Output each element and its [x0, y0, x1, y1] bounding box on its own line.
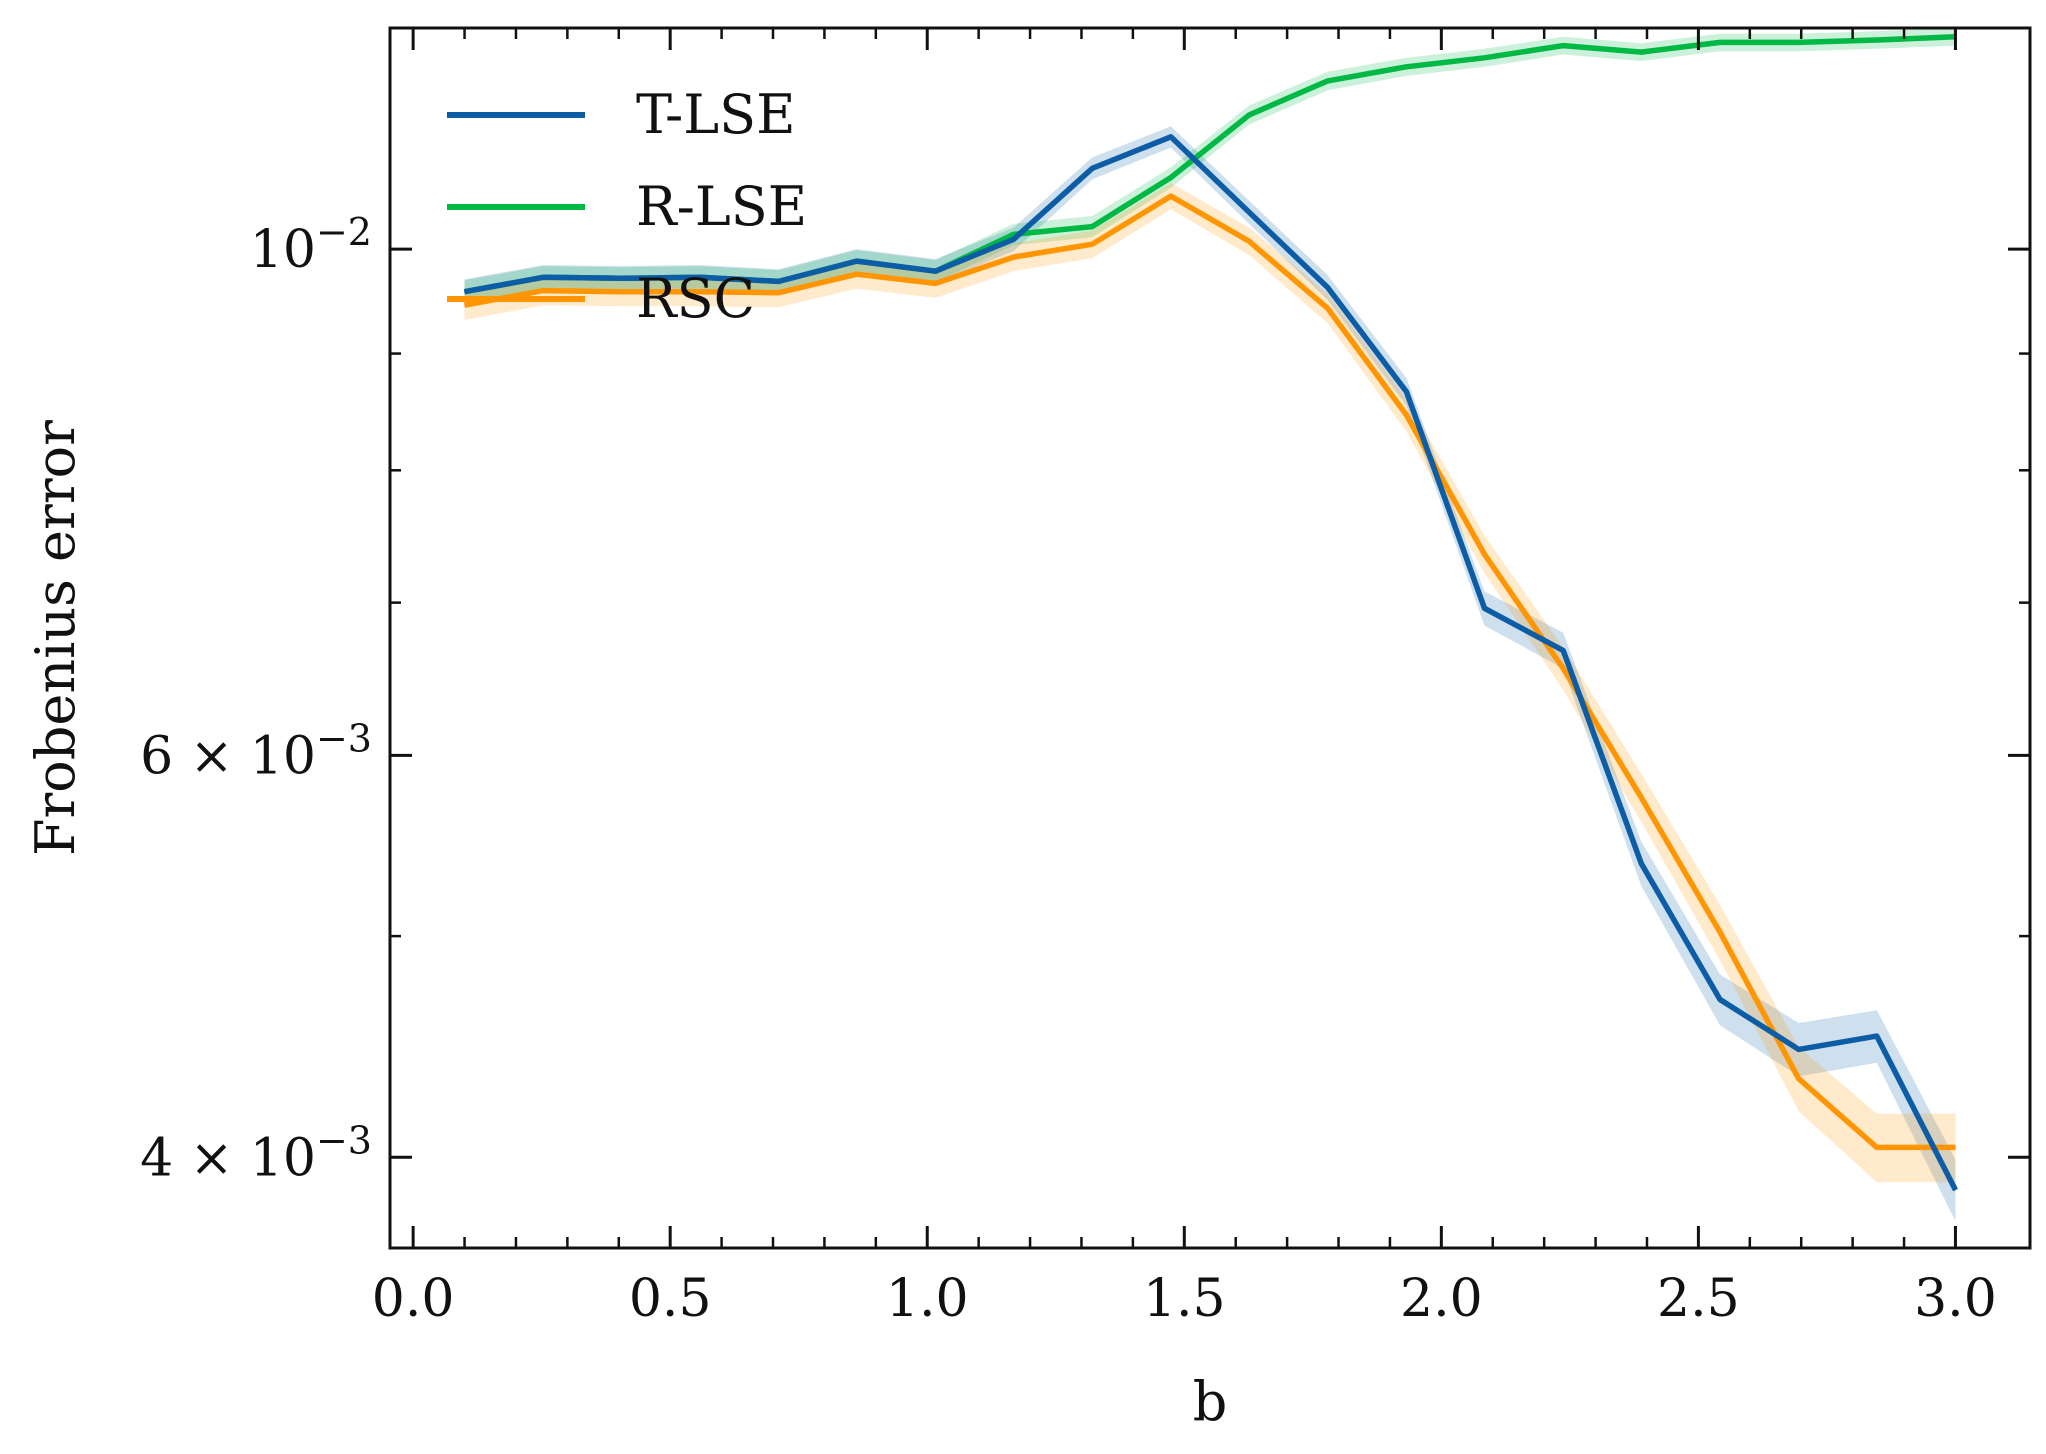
legend-item-rsc: RSC — [447, 267, 755, 330]
x-tick-label: 3.0 — [1914, 1269, 1997, 1329]
point-t-lse — [1876, 1035, 1878, 1037]
point-rsc — [1170, 195, 1172, 197]
x-tick-label: 2.5 — [1657, 1269, 1740, 1329]
y-tick-label: 6 × 10−3 — [140, 716, 372, 786]
point-r-lse — [1170, 177, 1172, 178]
point-t-lse — [935, 270, 936, 272]
point-t-lse — [1484, 607, 1485, 609]
point-rsc — [1719, 931, 1721, 933]
point-rsc — [1405, 414, 1407, 416]
point-t-lse — [1798, 1048, 1800, 1050]
point-rsc — [1484, 553, 1485, 555]
point-r-lse — [1798, 41, 1800, 43]
point-rsc — [1955, 1146, 1956, 1148]
point-r-lse — [1091, 226, 1093, 228]
legend: T-LSE R-LSE RSC — [447, 83, 807, 330]
y-tick-label: 10−2 — [250, 210, 372, 280]
point-t-lse — [1562, 650, 1564, 651]
point-t-lse — [778, 280, 780, 282]
legend-label: R-LSE — [636, 175, 807, 238]
point-r-lse — [1640, 51, 1642, 53]
legend-item-r-lse: R-LSE — [447, 175, 807, 238]
x-tick-label: 0.5 — [629, 1269, 712, 1329]
x-tick-label: 0.0 — [372, 1269, 455, 1329]
point-rsc — [1091, 243, 1093, 245]
point-rsc — [620, 291, 622, 293]
point-r-lse — [1876, 39, 1878, 41]
point-t-lse — [1405, 391, 1407, 393]
point-t-lse — [620, 277, 622, 279]
x-tick-label: 2.0 — [1400, 1269, 1483, 1329]
point-t-lse — [1091, 167, 1093, 169]
line-t-lse — [464, 134, 1958, 1192]
plot-frame — [388, 26, 2032, 1250]
point-r-lse — [1327, 80, 1329, 82]
point-t-lse — [1955, 1189, 1956, 1191]
point-rsc — [699, 291, 701, 293]
point-t-lse — [464, 291, 465, 293]
point-rsc — [1876, 1146, 1878, 1148]
line-rsc — [463, 193, 1956, 1151]
point-t-lse — [856, 260, 858, 262]
point-t-lse — [1327, 287, 1329, 288]
point-r-lse — [1719, 41, 1721, 43]
point-rsc — [935, 282, 936, 284]
point-rsc — [1798, 1078, 1800, 1080]
tick-labels: 0.0 0.5 1.0 1.5 2.0 2.5 3.0 10−2 6 × 10−3 4 × 10−… — [140, 210, 1997, 1329]
x-axis-label: b — [1193, 1370, 1228, 1433]
x-tick-label: 1.5 — [1143, 1269, 1226, 1329]
point-r-lse — [1248, 114, 1250, 116]
point-rsc — [1640, 797, 1642, 799]
y-axis-label: Frobenius error — [24, 420, 87, 856]
point-rsc — [778, 292, 780, 294]
point-r-lse — [1562, 45, 1564, 47]
series-lines — [463, 34, 1958, 1192]
point-r-lse — [1013, 233, 1015, 235]
legend-item-t-lse: T-LSE — [447, 83, 796, 146]
point-r-lse — [1405, 66, 1407, 68]
axis-ticks — [390, 28, 2030, 1248]
point-rsc — [464, 304, 465, 306]
legend-label: T-LSE — [636, 83, 796, 146]
point-t-lse — [699, 276, 701, 278]
point-t-lse — [1170, 136, 1172, 138]
legend-label: RSC — [636, 267, 755, 330]
point-rsc — [542, 290, 544, 292]
point-rsc — [1327, 307, 1329, 309]
point-rsc — [1013, 256, 1015, 258]
point-rsc — [856, 273, 858, 275]
point-t-lse — [1719, 999, 1721, 1000]
point-rsc — [1562, 668, 1564, 669]
y-tick-label: 4 × 10−3 — [140, 1118, 372, 1188]
point-r-lse — [1484, 57, 1485, 59]
point-rsc — [1248, 240, 1250, 242]
point-t-lse — [1248, 211, 1250, 213]
x-tick-label: 1.0 — [886, 1269, 969, 1329]
point-t-lse — [1013, 238, 1015, 240]
point-t-lse — [1640, 863, 1642, 864]
point-t-lse — [542, 276, 544, 278]
